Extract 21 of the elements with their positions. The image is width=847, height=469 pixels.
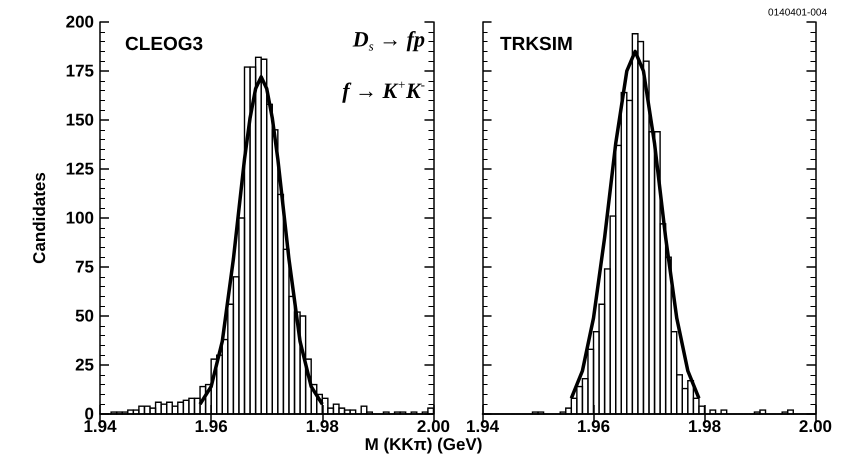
y-tick-label: 125 [66,160,94,178]
y-tick-label: 175 [66,62,94,80]
annotation: f → K+K- [342,77,426,103]
x-tick-label: 1.98 [688,417,722,436]
text: CLEOG3 [125,34,204,55]
y-tick-label: 25 [75,356,94,374]
x-axis-title: M (KKπ) (GeV) [364,435,484,455]
y-tick-label: 50 [75,306,94,326]
y-axis-title: Candidates [30,172,49,264]
x-tick-label: 1.96 [576,417,610,436]
y-tick-label: 150 [66,110,94,130]
x-tick-label: 1.98 [306,417,339,436]
text: 0140401-004 [768,8,828,18]
x-tick-label: 1.96 [194,417,228,436]
text: TRKSIM [500,34,573,55]
x-tick-label: 2.00 [798,417,832,436]
y-tick-label: 75 [75,258,94,276]
y-tick-label: 100 [66,208,94,228]
x-tick-label: 2.00 [416,417,450,436]
y-tick-label: 200 [66,12,94,32]
x-tick-label: 1.94 [466,417,500,436]
